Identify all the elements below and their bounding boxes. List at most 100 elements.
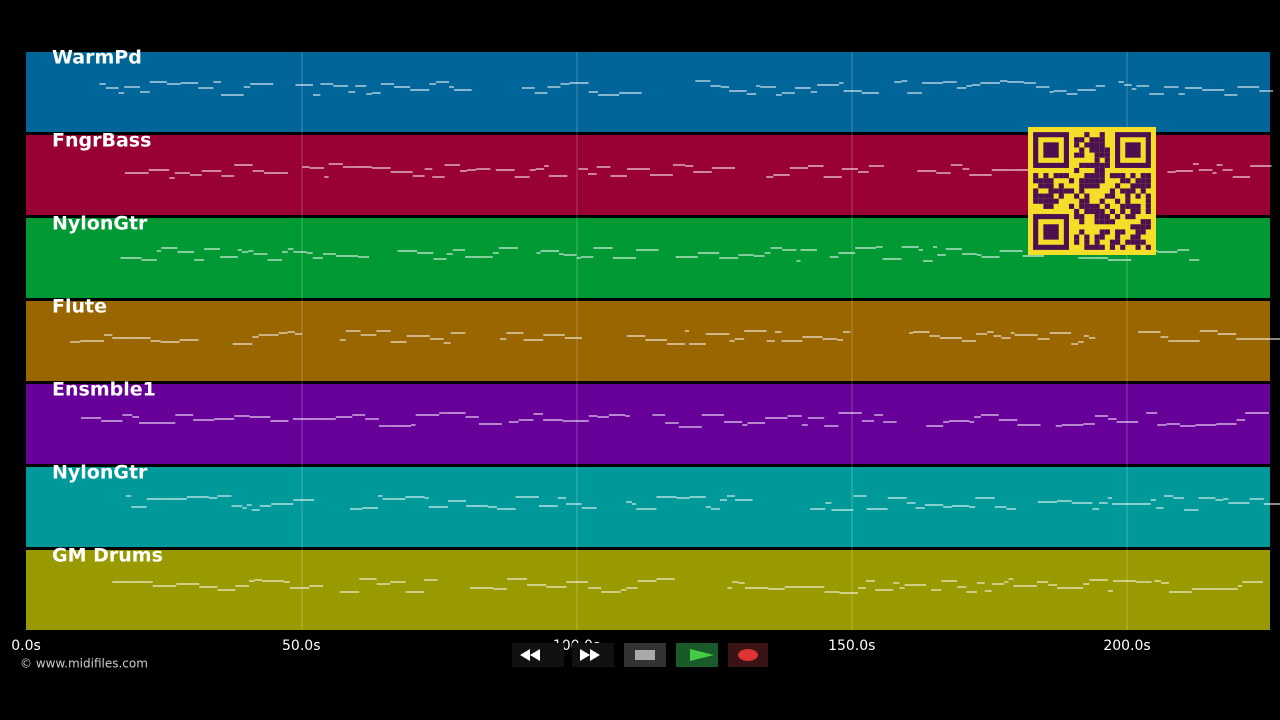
qr-cell xyxy=(1094,183,1100,189)
qr-cell xyxy=(1038,198,1044,204)
qr-cell xyxy=(1145,208,1151,215)
qr-cell xyxy=(1079,219,1085,225)
qr-cell xyxy=(1099,178,1105,184)
qr-cell xyxy=(1079,152,1085,158)
qr-cell xyxy=(1089,244,1095,250)
qr-cell xyxy=(1079,162,1085,168)
qr-cell xyxy=(1135,183,1141,189)
qr-cell xyxy=(1145,173,1151,179)
qr-cell xyxy=(1084,208,1090,215)
qr-cell xyxy=(1079,137,1085,143)
qr-cell xyxy=(1140,219,1146,225)
qr-cell xyxy=(1094,234,1100,240)
qr-cell xyxy=(1120,229,1126,235)
qr-cell xyxy=(1109,173,1116,179)
qr-cell xyxy=(1079,198,1085,204)
qr-cell xyxy=(1084,183,1090,189)
qr-cell xyxy=(1120,203,1126,209)
qr-cell xyxy=(1089,178,1095,184)
qr-cell xyxy=(1094,142,1100,148)
qr-cell xyxy=(1099,132,1105,138)
qr-cell xyxy=(1145,219,1151,225)
qr-cell xyxy=(1089,173,1095,179)
qr-cell xyxy=(1094,137,1100,143)
qr-cell xyxy=(1099,173,1105,179)
qr-cell xyxy=(1053,188,1059,194)
qr-cell xyxy=(1135,239,1141,245)
qr-cell xyxy=(1135,178,1141,184)
qr-cell xyxy=(1043,203,1049,209)
qr-cell xyxy=(1109,188,1116,194)
qr-cell xyxy=(1099,208,1105,215)
qr-cell xyxy=(1135,234,1141,240)
qr-cell xyxy=(1130,214,1136,220)
qr-cell xyxy=(1140,229,1146,235)
qr-cell xyxy=(1074,142,1080,148)
qr-cell xyxy=(1104,214,1110,220)
qr-cell xyxy=(1048,188,1054,194)
qr-cell xyxy=(1074,214,1080,220)
qr-cell xyxy=(1099,219,1105,225)
qr-cell xyxy=(1130,173,1136,179)
qr-cell xyxy=(1094,167,1100,174)
qr-cell xyxy=(1130,224,1136,230)
qr-cell xyxy=(1084,132,1090,138)
qr-cell xyxy=(1125,198,1131,204)
qr-cell xyxy=(1109,208,1116,215)
qr-cell xyxy=(1130,203,1136,209)
qr-cell xyxy=(1099,167,1105,174)
qr-cell xyxy=(1109,219,1116,225)
qr-cell xyxy=(1115,183,1121,189)
qr-cell xyxy=(1094,152,1100,158)
qr-cell xyxy=(1115,198,1121,204)
copyright: © www.midifiles.com xyxy=(20,657,148,671)
qr-cell xyxy=(1140,239,1146,245)
qr-finder xyxy=(1125,142,1141,158)
qr-cell xyxy=(1048,183,1054,189)
qr-cell xyxy=(1038,193,1044,199)
qr-cell xyxy=(1084,244,1090,250)
qr-cell xyxy=(1104,157,1110,163)
qr-cell xyxy=(1084,193,1090,199)
qr-cell xyxy=(1094,203,1100,209)
qr-cell xyxy=(1145,224,1151,230)
qr-cell xyxy=(1084,142,1090,148)
qr-cell xyxy=(1048,193,1054,199)
qr-cell xyxy=(1038,178,1044,184)
qr-cell xyxy=(1120,188,1126,194)
qr-cell xyxy=(1043,183,1049,189)
qr-cell xyxy=(1120,208,1126,215)
track-name: FngrBass xyxy=(52,130,151,152)
qr-cell xyxy=(1115,229,1121,235)
qr-cell xyxy=(1068,203,1075,209)
qr-cell xyxy=(1125,178,1131,184)
qr-cell xyxy=(1038,183,1044,189)
qr-cell xyxy=(1104,162,1110,168)
qr-cell xyxy=(1053,173,1059,179)
qr-cell xyxy=(1145,183,1151,189)
qr-cell xyxy=(1135,208,1141,215)
qr-cell xyxy=(1074,193,1080,199)
qr-cell xyxy=(1094,244,1100,250)
qr-cell xyxy=(1074,137,1080,143)
qr-cell xyxy=(1125,188,1131,194)
qr-cell xyxy=(1109,244,1116,250)
forward-icon xyxy=(580,649,600,661)
qr-cell xyxy=(1043,173,1049,179)
qr-cell xyxy=(1074,239,1080,245)
track-lane xyxy=(26,550,1270,630)
qr-cell xyxy=(1099,244,1105,250)
qr-cell xyxy=(1125,203,1131,209)
qr-cell xyxy=(1135,203,1141,209)
qr-cell xyxy=(1130,183,1136,189)
qr-cell xyxy=(1033,188,1039,194)
qr-cell xyxy=(1048,198,1054,204)
qr-cell xyxy=(1145,244,1151,250)
qr-cell xyxy=(1079,229,1085,235)
qr-cell xyxy=(1084,203,1090,209)
qr-cell xyxy=(1063,188,1069,194)
qr-cell xyxy=(1058,188,1064,194)
qr-cell xyxy=(1074,152,1080,158)
qr-cell xyxy=(1079,183,1085,189)
